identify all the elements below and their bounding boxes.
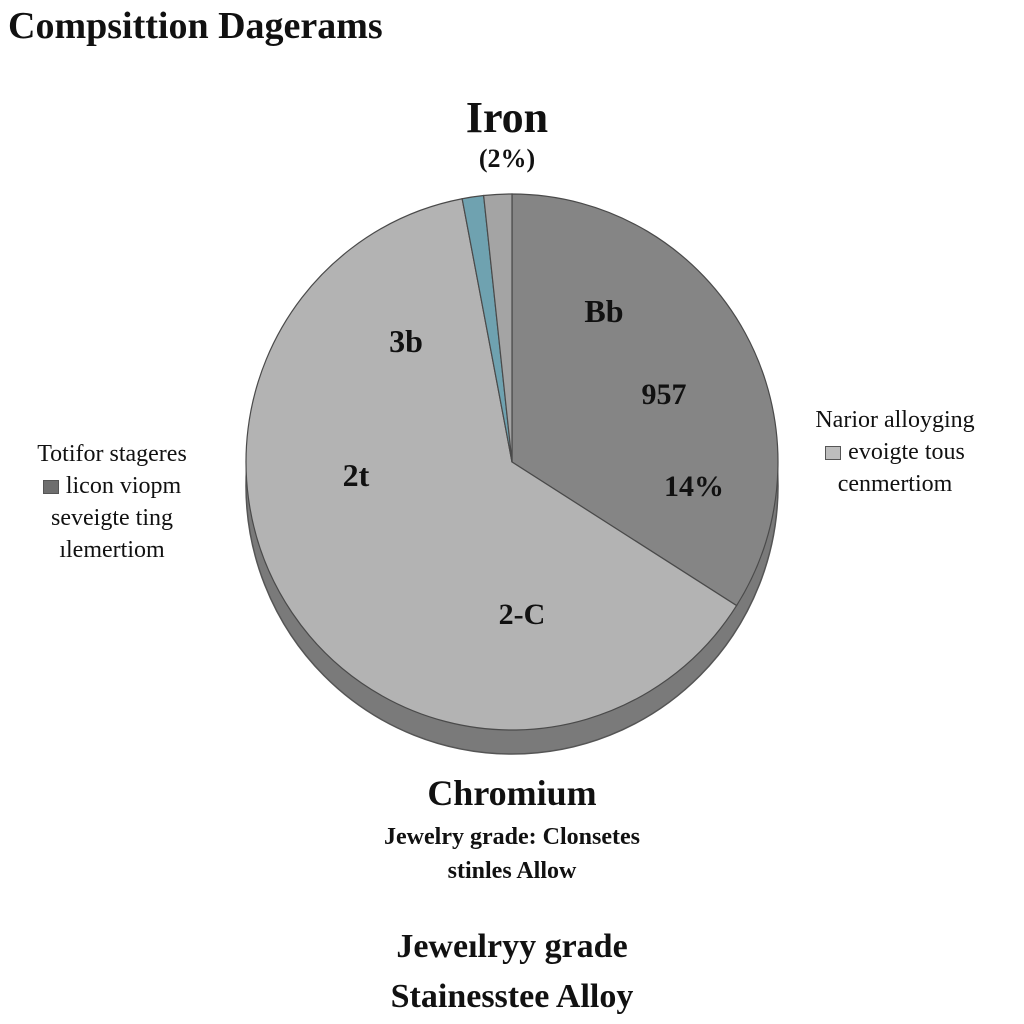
- legend-right-line: cenmertiom: [837, 471, 953, 497]
- bottom-subtitle-line-2: stinles Allow: [447, 858, 577, 884]
- legend-left-title: Totifor stageres: [37, 441, 187, 467]
- legend-right-title: Narior alloyging: [815, 407, 975, 433]
- bottom-caption-line-2: Stainesstee Alloy: [390, 978, 634, 1015]
- pie-annotation-label: 2t: [343, 457, 370, 493]
- bottom-caption-line-1: Jeweılryy grade: [396, 928, 628, 965]
- bottom-element-name: Chromium: [427, 773, 597, 813]
- legend-right-entry-label: evoigte tous: [848, 439, 965, 465]
- legend-right: Narior alloyging evoigte tous cenmertiom: [800, 404, 990, 500]
- legend-right-swatch: [825, 446, 842, 461]
- pie-labels-layer: Bb 957 14% 3b 2t 2-C: [343, 293, 724, 631]
- legend-left: Totifor stageres licon viopm seveigte ti…: [12, 438, 212, 566]
- pie-annotation-label: 3b: [389, 323, 423, 359]
- pie-slices-layer: [245, 193, 779, 731]
- legend-left-line: ılemertiom: [59, 537, 165, 563]
- pie-slice: [511, 193, 779, 607]
- chart-subtitle: (2%): [478, 144, 536, 173]
- legend-left-entry-label: licon viopm: [65, 473, 182, 499]
- legend-right-entry: evoigte tous: [800, 436, 990, 468]
- pie-slice: [482, 193, 513, 463]
- pie-annotation-label: 957: [642, 378, 687, 411]
- legend-left-swatch: [42, 480, 59, 495]
- pie-annotation-label: 2-C: [499, 598, 546, 631]
- legend-left-line: seveigte ting: [51, 505, 173, 531]
- page-title: Compsittion Dagerams: [8, 5, 383, 47]
- bottom-subtitle-line-1: Jewelry grade: Clonsetes: [384, 824, 640, 850]
- legend-left-entry: licon viopm: [12, 470, 212, 502]
- pie-slice: [245, 198, 738, 731]
- pie-annotation-label: 14%: [664, 470, 724, 503]
- pie-annotation-label: Bb: [584, 293, 623, 329]
- chart-title: Iron: [465, 93, 549, 142]
